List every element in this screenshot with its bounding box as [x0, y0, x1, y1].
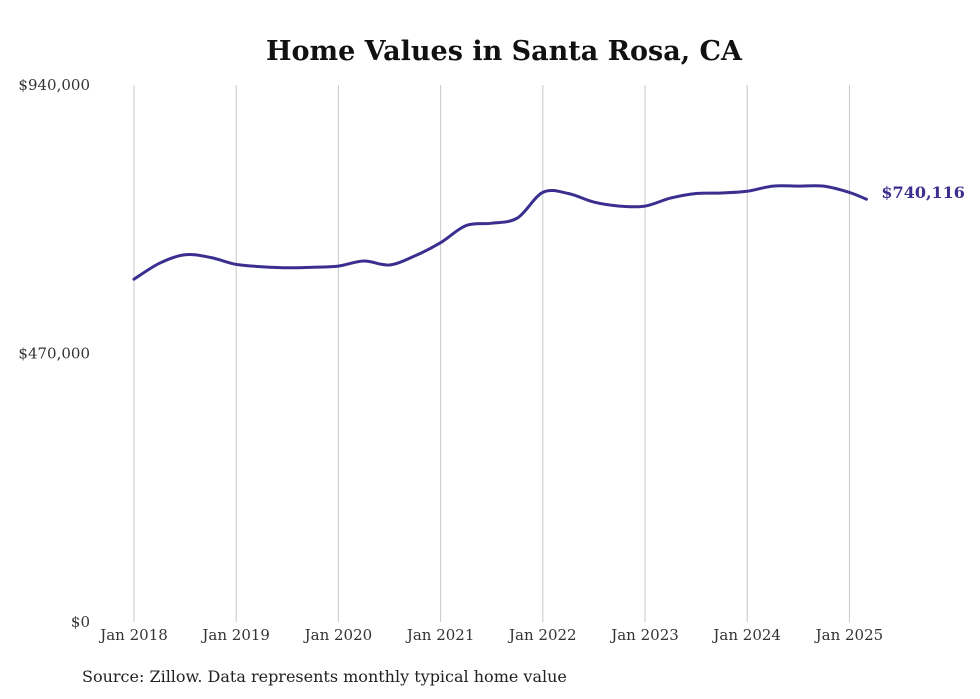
- x-tick-label: Jan 2021: [405, 626, 475, 644]
- x-axis: Jan 2018 Jan 2019 Jan 2020 Jan 2021 Jan 2022…: [98, 626, 883, 644]
- x-tick-label: Jan 2019: [200, 626, 270, 644]
- chart-title: Home Values in Santa Rosa, CA: [266, 36, 743, 67]
- x-tick-label: Jan 2022: [507, 626, 577, 644]
- y-tick-label: $0: [71, 613, 90, 631]
- y-tick-label: $470,000: [18, 345, 90, 363]
- gridlines: [133, 85, 850, 622]
- y-tick-label: $940,000: [18, 76, 90, 94]
- x-tick-label: Jan 2020: [303, 626, 373, 644]
- y-axis: $0 $470,000 $940,000: [18, 76, 90, 631]
- x-tick-label: Jan 2025: [814, 626, 884, 644]
- end-value-label: $740,116: [881, 183, 965, 202]
- x-tick-label: Jan 2023: [609, 626, 679, 644]
- source-note: Source: Zillow. Data represents monthly …: [82, 667, 567, 686]
- series-layer: [132, 184, 868, 281]
- x-tick-label: Jan 2024: [711, 626, 781, 644]
- series-line-0: [132, 184, 868, 281]
- x-tick-label: Jan 2018: [98, 626, 168, 644]
